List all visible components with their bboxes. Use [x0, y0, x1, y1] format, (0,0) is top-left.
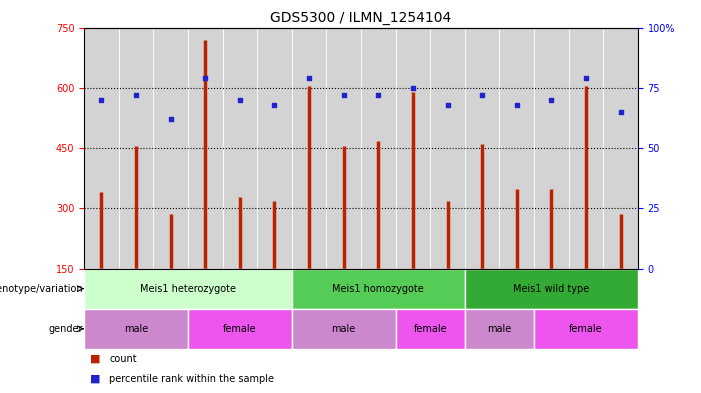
FancyBboxPatch shape	[395, 28, 430, 268]
Text: count: count	[109, 354, 137, 364]
Point	[442, 101, 453, 108]
Text: ■: ■	[90, 354, 100, 364]
Text: genotype/variation: genotype/variation	[0, 284, 83, 294]
Title: GDS5300 / ILMN_1254104: GDS5300 / ILMN_1254104	[271, 11, 451, 25]
Text: Meis1 heterozygote: Meis1 heterozygote	[140, 284, 236, 294]
FancyBboxPatch shape	[534, 28, 569, 268]
FancyBboxPatch shape	[84, 28, 118, 268]
FancyBboxPatch shape	[569, 28, 604, 268]
Point	[338, 92, 349, 98]
FancyBboxPatch shape	[188, 28, 223, 268]
Point	[546, 97, 557, 103]
FancyBboxPatch shape	[154, 28, 188, 268]
Text: male: male	[487, 324, 512, 334]
Bar	[292, 268, 465, 309]
Point	[511, 101, 522, 108]
Bar	[84, 309, 188, 349]
Bar	[534, 309, 638, 349]
Point	[373, 92, 384, 98]
Point	[200, 75, 211, 81]
Text: male: male	[332, 324, 356, 334]
Point	[96, 97, 107, 103]
Text: female: female	[223, 324, 257, 334]
Text: percentile rank within the sample: percentile rank within the sample	[109, 374, 274, 384]
FancyBboxPatch shape	[430, 28, 465, 268]
Text: female: female	[414, 324, 447, 334]
Text: Meis1 wild type: Meis1 wild type	[513, 284, 590, 294]
Point	[580, 75, 592, 81]
Bar	[395, 309, 465, 349]
Point	[269, 101, 280, 108]
FancyBboxPatch shape	[292, 28, 327, 268]
FancyBboxPatch shape	[465, 28, 499, 268]
Bar	[292, 309, 395, 349]
Text: male: male	[124, 324, 148, 334]
Point	[130, 92, 142, 98]
Bar	[465, 309, 534, 349]
FancyBboxPatch shape	[499, 28, 534, 268]
Point	[407, 84, 418, 91]
FancyBboxPatch shape	[257, 28, 292, 268]
Bar	[84, 268, 292, 309]
Point	[615, 109, 626, 115]
Point	[477, 92, 488, 98]
Point	[234, 97, 245, 103]
Text: gender: gender	[49, 324, 83, 334]
FancyBboxPatch shape	[327, 28, 361, 268]
Bar	[465, 268, 638, 309]
Text: female: female	[569, 324, 603, 334]
FancyBboxPatch shape	[604, 28, 638, 268]
Bar	[188, 309, 292, 349]
Text: Meis1 homozygote: Meis1 homozygote	[332, 284, 424, 294]
FancyBboxPatch shape	[118, 28, 154, 268]
Point	[304, 75, 315, 81]
Point	[165, 116, 176, 122]
Text: ■: ■	[90, 374, 100, 384]
FancyBboxPatch shape	[223, 28, 257, 268]
FancyBboxPatch shape	[361, 28, 395, 268]
